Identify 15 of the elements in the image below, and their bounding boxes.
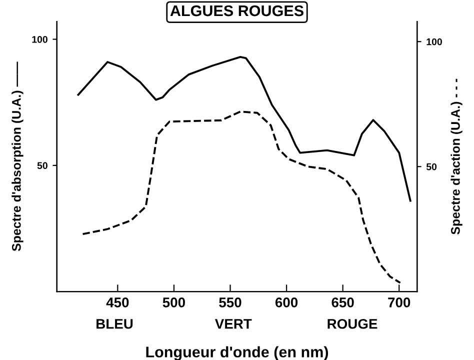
x-tick-label: 500: [162, 298, 185, 308]
x-tick-label: 650: [332, 298, 354, 308]
y2-tick-label: 100: [426, 38, 442, 46]
y-axis-title: Spectre d'absorption (U.A.) ——: [12, 62, 24, 252]
x-tick-label: 450: [106, 298, 129, 308]
text: VERT: [214, 319, 252, 329]
x-tick-label: 700: [388, 298, 410, 308]
line-series: [77, 56, 412, 202]
text: ROUGE: [328, 318, 378, 329]
x-tick-label: 600: [275, 298, 298, 308]
text: BLEU: [96, 319, 133, 329]
chart-title: ALGUES ROUGES: [170, 5, 304, 16]
y2-tick-label: 50: [426, 163, 437, 170]
x-tick-label: 550: [219, 298, 242, 308]
y2-axis-title: Spectre d'action (U.A.) - - -: [450, 78, 462, 234]
